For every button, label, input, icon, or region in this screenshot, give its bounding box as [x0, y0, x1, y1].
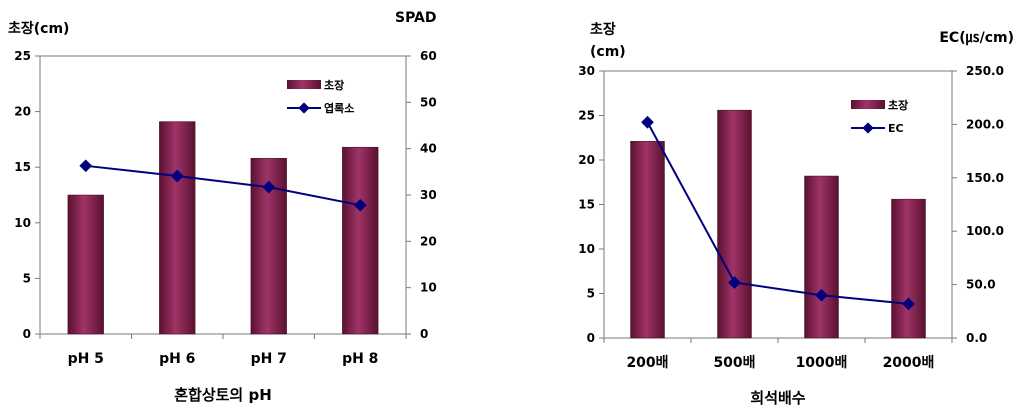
y2-tick-label: 100.0: [966, 224, 1004, 238]
y2-tick-label: 200.0: [966, 117, 1004, 131]
legend-swatch-bar: [287, 80, 321, 89]
y-tick-label: 30: [578, 64, 595, 78]
y2-tick-label: 250.0: [966, 64, 1004, 78]
line-series: [646, 121, 909, 305]
legend-marker: [298, 102, 310, 114]
x-tick-label: 500배: [713, 355, 755, 371]
x-tick-label: 200배: [626, 355, 668, 371]
line-point: [79, 159, 93, 173]
legend-label-line: 엽록소: [324, 101, 354, 115]
y-tick-label: 20: [578, 153, 595, 167]
line-point: [641, 115, 654, 129]
y-tick-label: 10: [14, 216, 31, 230]
y-tick-label: 5: [587, 287, 595, 301]
bar: [630, 141, 665, 339]
y-tick-label: 15: [14, 160, 31, 174]
bar: [891, 198, 926, 339]
x-tick-label: 1000배: [796, 355, 848, 371]
bar: [159, 121, 196, 335]
x-tick-label: pH 8: [342, 351, 378, 367]
bar: [804, 175, 839, 339]
x-tick-label: pH 5: [68, 351, 104, 367]
y2-tick-label: 60: [420, 49, 437, 63]
chart-left: 초장(cm) SPAD 혼합상토의 pH 0 5 10 15 20 25 0 10 20 30 4…: [8, 10, 437, 404]
bar: [717, 109, 752, 339]
y-axis-title-right-line1: 초장: [590, 21, 616, 38]
legend-right: 초장 EC: [851, 98, 908, 135]
x-tick-label: 2000배: [883, 355, 935, 371]
y-axis-title-left: 초장(cm): [8, 20, 69, 37]
y-tick-label: 0: [587, 331, 595, 345]
x-tick-label: pH 6: [159, 351, 195, 367]
bar: [342, 146, 379, 335]
y-tick-label: 5: [23, 271, 31, 285]
legend-left: 초장 엽록소: [287, 78, 354, 115]
y-tick-label: 25: [578, 109, 595, 123]
y-tick-label: 25: [14, 49, 31, 63]
y-axis-title-right-line2: (cm): [590, 44, 626, 60]
x-axis-title-left: 혼합상토의 pH: [174, 386, 272, 404]
y-tick-label: 20: [14, 105, 31, 119]
line-series: [85, 164, 361, 207]
line-point: [262, 180, 276, 194]
y2-tick-label: 10: [420, 281, 437, 295]
y2-tick-label: 150.0: [966, 171, 1004, 185]
legend-label-bar: 초장: [888, 98, 908, 112]
y2-tick-label: 0: [420, 327, 428, 341]
y2-tick-label: 40: [420, 142, 437, 156]
y2-axis-title-right: EC(㎲/cm): [939, 30, 1014, 47]
y2-tick-label: 50: [420, 95, 437, 109]
x-axis-title-right: 희석배수: [750, 389, 805, 407]
y2-tick-label: 30: [420, 188, 437, 202]
y-tick-label: 10: [578, 242, 595, 256]
legend-marker: [862, 122, 874, 134]
y2-tick-label: 50.0: [966, 278, 996, 292]
y-tick-label: 0: [23, 327, 31, 341]
y-tick-label: 15: [578, 198, 595, 212]
y2-tick-label: 20: [420, 234, 437, 248]
legend-label-line: EC: [888, 122, 904, 135]
y2-tick-label: 0.0: [966, 331, 987, 345]
bar: [67, 194, 104, 335]
x-tick-label: pH 7: [251, 351, 287, 367]
legend-swatch-bar: [851, 100, 885, 109]
line-point: [353, 198, 367, 212]
line-point: [170, 169, 184, 183]
chart-right: 초장 (cm) EC(㎲/cm) 희석배수 0 5 10 15 20 25 30 0.0 50…: [578, 21, 1014, 407]
legend-label-bar: 초장: [324, 78, 344, 92]
y2-axis-title-left: SPAD: [395, 10, 437, 26]
